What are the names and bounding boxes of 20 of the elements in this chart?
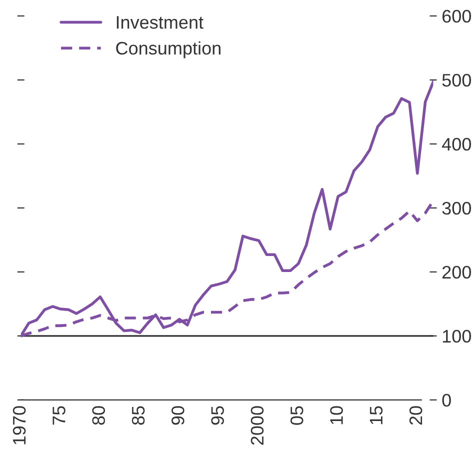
x-tick-label: 10 [330, 406, 343, 424]
legend-label: Consumption [116, 41, 220, 58]
x-tick-label: 1970 [12, 406, 26, 444]
y-tick-label: 0 [442, 394, 451, 407]
x-tick-label: 15 [370, 406, 383, 424]
legend-label: Investment [116, 16, 204, 29]
x-tick-label: 90 [172, 406, 184, 425]
x-tick-label: 80 [92, 406, 106, 425]
x-tick-label: 20 [409, 406, 422, 425]
x-tick-label: 05 [290, 406, 304, 425]
x-tick-label: 2000 [250, 406, 264, 445]
y-tick-label: 400 [442, 138, 471, 151]
y-tick-label: 300 [442, 202, 471, 215]
y-tick-label: 600 [442, 10, 471, 23]
x-tick-label: 85 [132, 406, 145, 425]
x-tick-label: 75 [52, 406, 66, 425]
x-tick-label: 95 [211, 406, 224, 425]
y-tick-label: 200 [442, 266, 471, 279]
y-tick-label: 500 [442, 74, 471, 87]
y-tick-label: 100 [442, 330, 471, 343]
